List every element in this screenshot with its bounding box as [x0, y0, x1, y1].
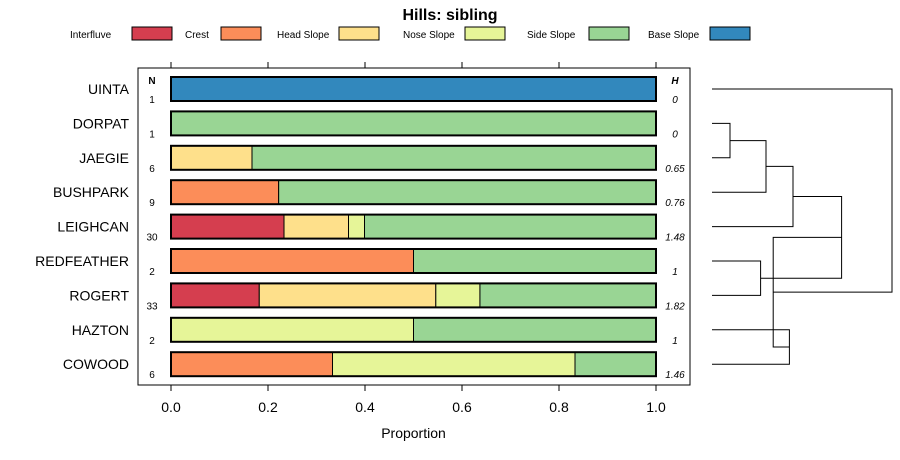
bar-segment — [170, 351, 334, 377]
legend-label: Nose Slope — [403, 30, 455, 41]
h-header: H — [671, 76, 679, 87]
bar-segment — [479, 282, 657, 308]
row-n-value: 33 — [146, 301, 158, 312]
x-tick-label: 0.6 — [452, 399, 472, 415]
legend-label: Base Slope — [648, 30, 700, 41]
row-label: BUSHPARK — [53, 184, 130, 200]
legend-label: Interfluve — [70, 30, 112, 41]
x-tick-label: 1.0 — [646, 399, 666, 415]
row-h-value: 0.65 — [665, 164, 685, 175]
row-n-value: 30 — [146, 233, 158, 244]
legend-label: Head Slope — [277, 30, 330, 41]
n-header: N — [148, 76, 155, 87]
bar-segment — [348, 214, 366, 240]
row-label: REDFEATHER — [35, 253, 129, 269]
bar-outline — [170, 76, 657, 102]
row-h-value: 0 — [672, 95, 678, 106]
dendrogram-branch — [712, 260, 762, 296]
bar-segment — [170, 248, 414, 274]
bar-segment — [251, 145, 657, 171]
legend-swatch — [131, 26, 173, 41]
bar-segment — [170, 179, 280, 205]
bar-outline — [170, 213, 657, 240]
bar-segment — [170, 76, 657, 102]
dendrogram-branch — [712, 88, 893, 293]
bar-segment — [413, 317, 657, 343]
bar-segment — [574, 351, 657, 377]
legend-swatch — [338, 26, 380, 41]
bar-segment — [170, 317, 414, 343]
row-h-value: 1.82 — [665, 301, 685, 312]
x-axis: 0.0 0.2 0.4 0.6 0.8 1.0 — [161, 62, 666, 415]
legend-swatch — [588, 26, 630, 41]
row-label: UINTA — [88, 81, 130, 97]
bar-segment — [278, 179, 657, 205]
bars: UINTA 1 0 DORPAT 1 0 JAEGIE 6 0.65 BUSHPARK 9 0.76 L… — [35, 76, 685, 381]
row-n-value: 6 — [149, 370, 155, 381]
row-label: JAEGIE — [79, 150, 129, 166]
bar-segment — [435, 282, 481, 308]
row-n-value: 1 — [149, 129, 155, 140]
x-tick-label: 0.4 — [355, 399, 375, 415]
row-label: HAZTON — [72, 322, 129, 338]
row-h-value: 1.48 — [665, 233, 685, 244]
bar-segment — [170, 214, 285, 240]
bar-outline — [170, 282, 657, 309]
bar-segment — [258, 282, 437, 308]
bar-segment — [364, 214, 657, 240]
legend-swatch — [709, 26, 751, 41]
row-h-value: 0.76 — [665, 198, 685, 209]
bar-outline — [170, 316, 657, 343]
bar-outline — [170, 179, 657, 206]
x-tick-label: 0.0 — [161, 399, 181, 415]
x-tick-label: 0.8 — [549, 399, 569, 415]
row-n-value: 2 — [149, 267, 155, 278]
row-h-value: 0 — [672, 129, 678, 140]
bar-segment — [170, 110, 657, 136]
bar-segment — [283, 214, 350, 240]
bar-outline — [170, 248, 657, 274]
bar-segment — [170, 145, 253, 171]
row-h-value: 1 — [672, 267, 678, 278]
dendrogram-branch — [712, 140, 767, 193]
row-h-value: 1 — [672, 336, 678, 347]
x-axis-label: Proportion — [381, 425, 446, 441]
chart-title: Hills: sibling — [402, 7, 497, 24]
dendrogram-branch — [712, 165, 794, 228]
legend-label: Side Slope — [527, 30, 576, 41]
legend-label: Crest — [185, 30, 209, 41]
row-n-value: 2 — [149, 336, 155, 347]
legend-swatch — [220, 26, 262, 41]
row-label: ROGERT — [69, 287, 129, 303]
x-tick-label: 0.2 — [258, 399, 278, 415]
row-n-value: 1 — [149, 95, 155, 106]
row-label: LEIGHCAN — [57, 219, 129, 235]
dendrogram-branch — [712, 122, 731, 159]
bar-segment — [413, 248, 657, 274]
bar-outline — [170, 351, 657, 378]
bar-segment — [332, 351, 576, 377]
bar-segment — [170, 282, 260, 308]
row-h-value: 1.46 — [665, 370, 685, 381]
legend: Interfluve Crest Head Slope Nose Slope Side … — [70, 26, 751, 41]
legend-swatch — [464, 26, 506, 41]
row-label: DORPAT — [73, 115, 130, 131]
bar-outline — [170, 144, 657, 171]
row-n-value: 6 — [149, 164, 155, 175]
bar-outline — [170, 110, 657, 137]
row-n-value: 9 — [149, 198, 155, 209]
dendrogram — [712, 88, 893, 365]
row-label: COWOOD — [63, 356, 129, 372]
plot-frame — [137, 67, 691, 386]
